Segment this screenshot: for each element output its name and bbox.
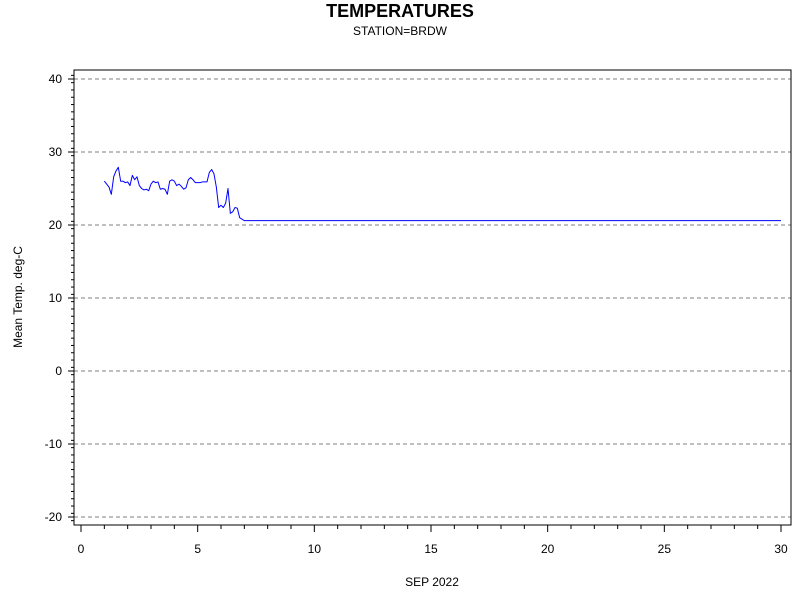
y-tick-label: 10 — [49, 291, 63, 305]
x-tick-label: 10 — [308, 542, 322, 556]
temperature-line — [103, 166, 781, 222]
y-tick-label: 0 — [55, 364, 62, 378]
x-tick-label: 5 — [194, 542, 201, 556]
x-tick-label: 15 — [424, 542, 438, 556]
series-layer — [103, 166, 781, 222]
x-tick-label: 0 — [78, 542, 85, 556]
y-axis-label: Mean Temp. deg-C — [11, 246, 25, 348]
y-tick-label: 20 — [49, 218, 63, 232]
grid-lines — [74, 78, 791, 518]
y-tick-label: -20 — [45, 510, 63, 524]
y-tick-label: -10 — [45, 437, 63, 451]
chart-title: TEMPERATURES — [326, 1, 474, 21]
x-tick-label: 30 — [774, 542, 788, 556]
x-tick-label: 20 — [541, 542, 555, 556]
chart-subtitle: STATION=BRDW — [353, 24, 448, 38]
x-axis: 0 5 10 15 20 25 30 — [78, 525, 788, 556]
y-tick-label: 40 — [49, 72, 63, 86]
y-tick-label: 30 — [49, 145, 63, 159]
x-tick-label: 25 — [658, 542, 672, 556]
x-axis-label: SEP 2022 — [405, 575, 459, 589]
y-axis: -20 -10 0 10 20 30 40 — [45, 72, 74, 524]
